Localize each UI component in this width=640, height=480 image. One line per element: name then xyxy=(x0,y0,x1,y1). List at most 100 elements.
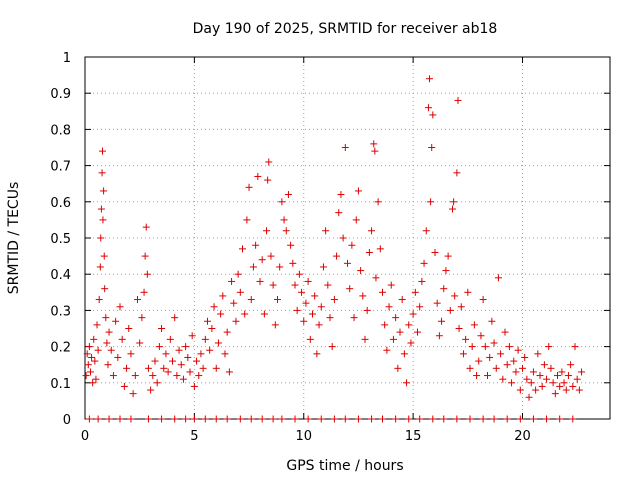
data-point xyxy=(90,335,98,343)
data-point xyxy=(333,252,341,260)
data-point xyxy=(560,379,568,387)
data-point xyxy=(144,415,152,423)
data-point xyxy=(534,350,542,358)
data-point xyxy=(411,288,419,296)
data-point xyxy=(143,270,151,278)
data-point xyxy=(84,361,92,369)
data-point xyxy=(171,415,179,423)
data-point xyxy=(442,267,450,275)
data-point xyxy=(519,364,526,372)
data-point xyxy=(361,335,369,343)
data-point xyxy=(234,270,242,278)
data-point xyxy=(538,382,546,390)
data-point xyxy=(429,415,437,423)
data-point xyxy=(521,353,529,361)
data-point xyxy=(182,343,190,351)
data-point xyxy=(141,252,149,260)
data-point xyxy=(278,198,286,206)
data-point xyxy=(505,343,513,351)
y-tick-label: 0.1 xyxy=(50,377,71,392)
data-point xyxy=(317,415,325,423)
data-point xyxy=(105,328,113,336)
data-point xyxy=(400,350,408,358)
data-point xyxy=(403,379,411,387)
data-point xyxy=(381,321,389,329)
data-point xyxy=(254,172,262,180)
data-point xyxy=(116,415,124,423)
data-point xyxy=(374,198,382,206)
data-point xyxy=(291,415,299,423)
data-point xyxy=(523,375,531,383)
data-point xyxy=(102,314,110,322)
data-point xyxy=(85,343,93,351)
y-tick-label: 0.9 xyxy=(50,87,71,102)
data-point xyxy=(99,147,106,155)
data-point xyxy=(516,386,524,394)
data-point xyxy=(144,364,152,372)
data-point xyxy=(282,227,290,235)
data-point xyxy=(142,223,150,231)
data-point xyxy=(473,372,481,380)
data-point xyxy=(258,256,266,264)
data-point xyxy=(394,364,402,372)
data-point xyxy=(158,415,166,423)
data-point xyxy=(426,75,434,83)
data-point xyxy=(212,415,220,423)
data-points xyxy=(82,75,586,423)
data-point xyxy=(155,343,163,351)
data-point xyxy=(276,263,284,271)
data-point xyxy=(98,169,106,177)
data-point xyxy=(431,248,439,256)
data-point xyxy=(264,176,272,184)
data-point xyxy=(376,245,384,253)
data-point xyxy=(93,321,101,329)
data-point xyxy=(385,303,393,311)
data-point xyxy=(188,332,196,340)
data-point xyxy=(184,353,192,361)
data-point xyxy=(429,111,437,119)
data-point xyxy=(201,415,209,423)
data-point xyxy=(116,303,124,311)
x-tick-label: 5 xyxy=(190,429,198,444)
data-point xyxy=(365,248,373,256)
data-point xyxy=(86,368,94,376)
data-point xyxy=(529,415,537,423)
data-point xyxy=(258,415,266,423)
data-point xyxy=(304,277,312,285)
data-point xyxy=(256,277,264,285)
data-point xyxy=(512,368,520,376)
data-point xyxy=(435,332,443,340)
data-point xyxy=(368,227,376,235)
data-point xyxy=(89,379,97,387)
data-point xyxy=(556,382,564,390)
data-point xyxy=(302,299,310,307)
data-point xyxy=(252,241,260,249)
data-point xyxy=(160,364,168,372)
data-point xyxy=(387,281,395,289)
data-point xyxy=(466,364,474,372)
data-point xyxy=(269,415,277,423)
data-point xyxy=(195,372,203,380)
data-point xyxy=(368,415,376,423)
data-point xyxy=(247,415,255,423)
data-point xyxy=(558,368,566,376)
data-point xyxy=(554,372,561,380)
data-point xyxy=(105,415,113,423)
data-point xyxy=(564,372,572,380)
data-point xyxy=(420,259,428,267)
data-point xyxy=(91,357,99,365)
data-point xyxy=(545,343,553,351)
data-point xyxy=(127,415,135,423)
data-point xyxy=(100,252,108,260)
data-point xyxy=(571,343,579,351)
data-point xyxy=(88,353,96,361)
data-point xyxy=(427,198,435,206)
data-point xyxy=(490,415,498,423)
data-point xyxy=(197,350,205,358)
data-point xyxy=(396,328,404,336)
data-point xyxy=(186,368,194,376)
data-point xyxy=(104,361,112,369)
data-point xyxy=(492,364,500,372)
y-tick-label: 0.5 xyxy=(50,232,71,247)
data-point xyxy=(438,317,446,325)
